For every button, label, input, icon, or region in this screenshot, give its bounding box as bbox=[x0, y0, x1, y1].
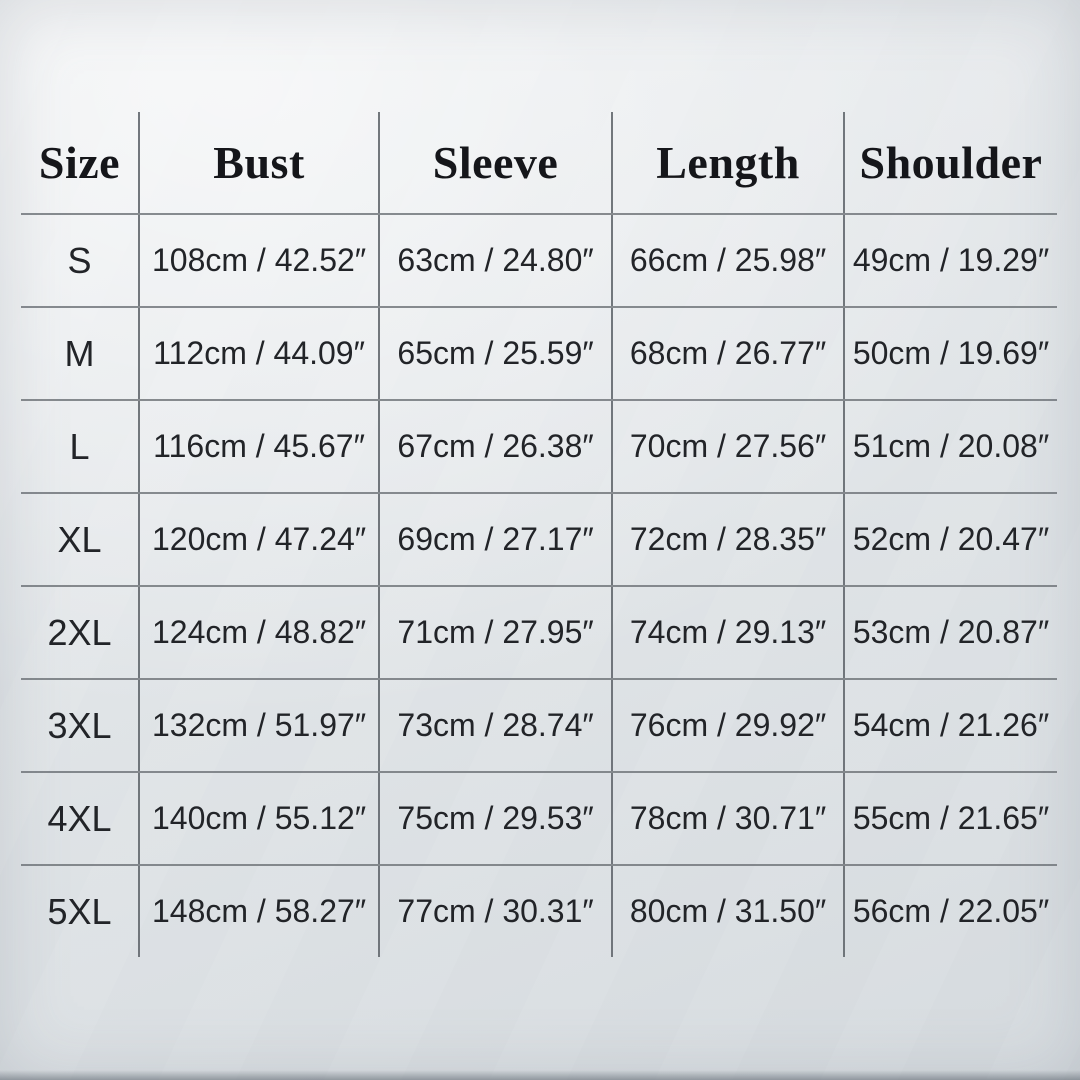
measurement-cell: 65cm / 25.59″ bbox=[380, 308, 614, 399]
measurement-cell: 75cm / 29.53″ bbox=[380, 773, 614, 864]
measurement-cell: 49cm / 19.29″ bbox=[852, 242, 1050, 278]
table-row-2xl: 2XL 124cm / 48.82″ 71cm / 27.95″ 74cm / … bbox=[21, 585, 1057, 678]
measurement-cell: 71cm / 27.95″ bbox=[380, 587, 614, 678]
measurement-cell: 124cm / 48.82″ bbox=[140, 587, 381, 678]
measurement-cell: 116cm / 45.67″ bbox=[140, 401, 381, 492]
header-length: Length bbox=[613, 112, 845, 213]
measurement-cell: 78cm / 30.71″ bbox=[613, 773, 845, 864]
size-label: M bbox=[21, 308, 141, 399]
measurement-cell: 53cm / 20.87″ bbox=[852, 614, 1050, 650]
table-row-4xl: 4XL 140cm / 55.12″ 75cm / 29.53″ 78cm / … bbox=[21, 771, 1057, 864]
size-chart-table: Size Bust Sleeve Length Shoulder S 108cm… bbox=[21, 112, 1057, 957]
measurement-cell: 72cm / 28.35″ bbox=[613, 494, 845, 585]
bottom-shade bbox=[0, 1070, 1080, 1080]
measurement-cell: 67cm / 26.38″ bbox=[380, 401, 614, 492]
measurement-cell: 63cm / 24.80″ bbox=[380, 215, 614, 306]
header-size: Size bbox=[21, 112, 141, 213]
measurement-cell: 80cm / 31.50″ bbox=[613, 866, 845, 957]
measurement-cell: 140cm / 55.12″ bbox=[140, 773, 381, 864]
table-header-row: Size Bust Sleeve Length Shoulder bbox=[21, 112, 1057, 213]
measurement-cell: 73cm / 28.74″ bbox=[380, 680, 614, 771]
table-row-l: L 116cm / 45.67″ 67cm / 26.38″ 70cm / 27… bbox=[21, 399, 1057, 492]
table-row-m: M 112cm / 44.09″ 65cm / 25.59″ 68cm / 26… bbox=[21, 306, 1057, 399]
size-label: 2XL bbox=[21, 587, 141, 678]
measurement-cell: 112cm / 44.09″ bbox=[140, 308, 381, 399]
header-shoulder: Shoulder bbox=[859, 137, 1043, 188]
measurement-cell: 148cm / 58.27″ bbox=[140, 866, 381, 957]
measurement-cell: 55cm / 21.65″ bbox=[852, 800, 1050, 836]
size-label: L bbox=[21, 401, 141, 492]
measurement-cell: 77cm / 30.31″ bbox=[380, 866, 614, 957]
measurement-cell: 70cm / 27.56″ bbox=[613, 401, 845, 492]
measurement-cell: 66cm / 25.98″ bbox=[613, 215, 845, 306]
measurement-cell: 56cm / 22.05″ bbox=[852, 893, 1050, 929]
measurement-cell: 132cm / 51.97″ bbox=[140, 680, 381, 771]
table-row-5xl: 5XL 148cm / 58.27″ 77cm / 30.31″ 80cm / … bbox=[21, 864, 1057, 957]
size-label: 4XL bbox=[21, 773, 141, 864]
size-label: XL bbox=[21, 494, 141, 585]
measurement-cell: 52cm / 20.47″ bbox=[852, 521, 1050, 557]
table-row-s: S 108cm / 42.52″ 63cm / 24.80″ 66cm / 25… bbox=[21, 213, 1057, 306]
header-sleeve: Sleeve bbox=[380, 112, 614, 213]
measurement-cell: 54cm / 21.26″ bbox=[852, 707, 1050, 743]
measurement-cell: 74cm / 29.13″ bbox=[613, 587, 845, 678]
header-bust: Bust bbox=[140, 112, 381, 213]
size-label: 3XL bbox=[21, 680, 141, 771]
size-label: 5XL bbox=[21, 866, 141, 957]
measurement-cell: 50cm / 19.69″ bbox=[852, 335, 1050, 371]
measurement-cell: 51cm / 20.08″ bbox=[852, 428, 1050, 464]
measurement-cell: 120cm / 47.24″ bbox=[140, 494, 381, 585]
measurement-cell: 69cm / 27.17″ bbox=[380, 494, 614, 585]
table-row-xl: XL 120cm / 47.24″ 69cm / 27.17″ 72cm / 2… bbox=[21, 492, 1057, 585]
size-label: S bbox=[21, 215, 141, 306]
measurement-cell: 76cm / 29.92″ bbox=[613, 680, 845, 771]
measurement-cell: 108cm / 42.52″ bbox=[140, 215, 381, 306]
measurement-cell: 68cm / 26.77″ bbox=[613, 308, 845, 399]
table-row-3xl: 3XL 132cm / 51.97″ 73cm / 28.74″ 76cm / … bbox=[21, 678, 1057, 771]
